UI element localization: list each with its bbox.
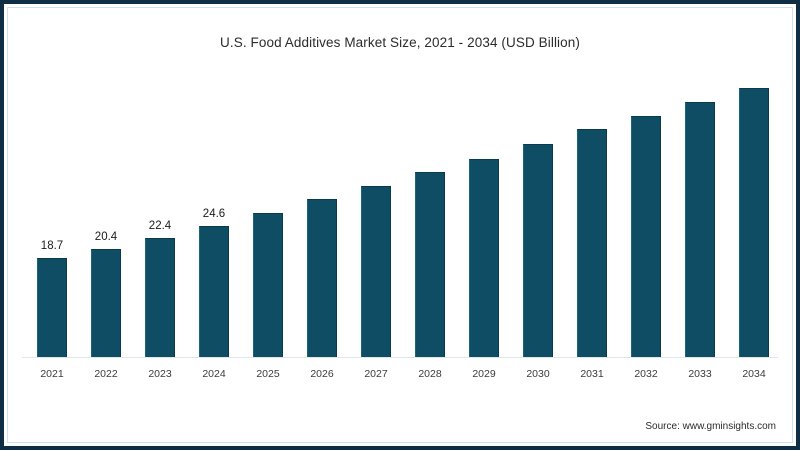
bar-value-label: 20.4 (94, 231, 118, 243)
bar (739, 88, 769, 357)
bar (91, 249, 121, 357)
x-tick-label: 2033 (688, 368, 712, 380)
bar (469, 159, 499, 357)
bar (307, 199, 337, 357)
bar (523, 144, 553, 357)
bar (631, 116, 661, 357)
x-tick-label: 2022 (94, 368, 118, 380)
bar (685, 102, 715, 357)
x-axis-baseline (22, 357, 778, 358)
x-tick-label: 2028 (418, 368, 442, 380)
bar-value-label: 22.4 (148, 220, 172, 232)
bar (145, 238, 175, 357)
x-tick-label: 2029 (472, 368, 496, 380)
x-tick-label: 2027 (364, 368, 388, 380)
x-tick-label: 2032 (634, 368, 658, 380)
x-tick-label: 2023 (148, 368, 172, 380)
x-tick-label: 2021 (40, 368, 64, 380)
x-tick-label: 2025 (256, 368, 280, 380)
bar (415, 172, 445, 357)
bar-value-label: 18.7 (40, 240, 64, 252)
chart-title: U.S. Food Additives Market Size, 2021 - … (220, 35, 580, 50)
bar-value-label: 24.6 (202, 208, 226, 220)
source-attribution: Source: www.gminsights.com (645, 421, 776, 432)
x-tick-label: 2031 (580, 368, 604, 380)
bar (577, 129, 607, 357)
x-tick-label: 2034 (742, 368, 766, 380)
bar (361, 186, 391, 357)
bar (199, 226, 229, 357)
bar (253, 213, 283, 357)
x-tick-label: 2026 (310, 368, 334, 380)
x-tick-label: 2030 (526, 368, 550, 380)
x-tick-label: 2024 (202, 368, 226, 380)
bar (37, 258, 67, 357)
